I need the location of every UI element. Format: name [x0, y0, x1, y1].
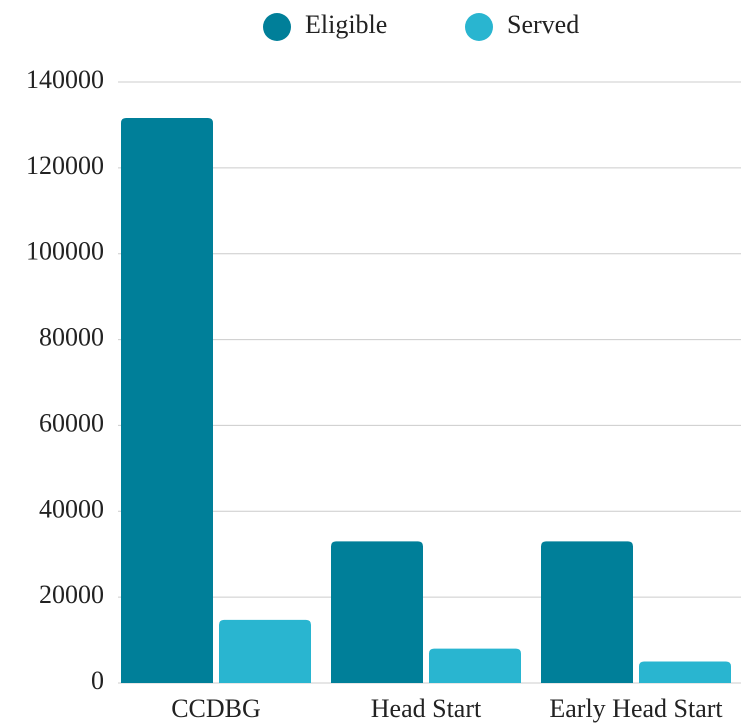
- bar: [331, 541, 423, 683]
- bar: [219, 619, 311, 683]
- legend-label: Served: [507, 10, 579, 39]
- bar: [429, 648, 521, 683]
- y-tick-label: 100000: [26, 237, 104, 266]
- y-tick-label: 40000: [39, 494, 104, 523]
- bar: [121, 118, 213, 683]
- y-tick-label: 60000: [39, 408, 104, 437]
- bar: [541, 541, 633, 683]
- y-tick-label: 20000: [39, 580, 104, 609]
- legend-swatch: [263, 13, 291, 41]
- y-tick-label: 140000: [26, 65, 104, 94]
- y-tick-label: 80000: [39, 323, 104, 352]
- y-tick-label: 0: [91, 666, 104, 695]
- y-tick-label: 120000: [26, 151, 104, 180]
- legend-swatch: [465, 13, 493, 41]
- x-tick-label: Head Start: [371, 694, 482, 723]
- x-tick-label: CCDBG: [171, 694, 261, 723]
- legend-label: Eligible: [305, 10, 387, 39]
- x-tick-label: Early Head Start: [549, 694, 723, 723]
- bar: [639, 661, 731, 683]
